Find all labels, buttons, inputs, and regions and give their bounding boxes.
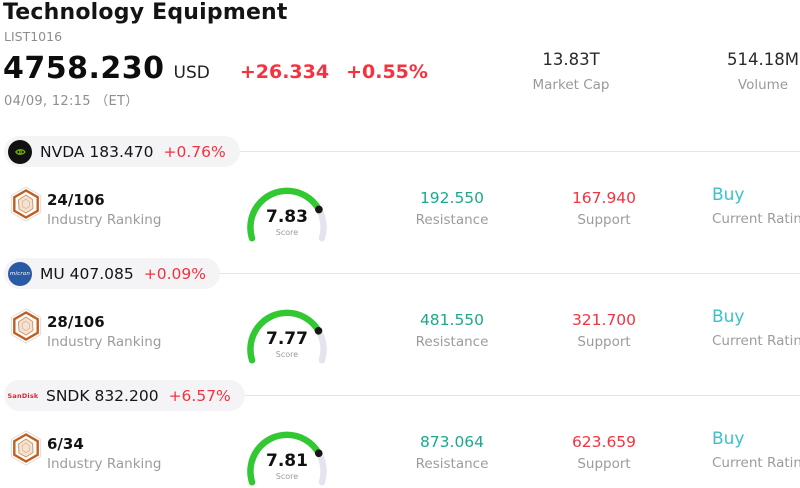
micron-wordmark: micron	[9, 270, 31, 277]
ranking-value: 6/34	[47, 435, 84, 453]
index-change-pct: +0.55%	[346, 61, 428, 83]
score-value: 7.77	[266, 329, 308, 349]
rating-label: Current Rating	[712, 211, 800, 227]
resistance-value: 192.550	[419, 189, 485, 207]
market-cap-label: Market Cap	[532, 77, 610, 93]
market-cap-value: 13.83T	[542, 50, 600, 69]
resistance-block: 481.550 Resistance	[392, 311, 512, 350]
micron-logo-icon: micron	[8, 261, 32, 286]
volume-label: Volume	[737, 77, 789, 93]
support-value: 623.659	[571, 433, 637, 451]
stock-row-header: micron MU 407.085 +0.09%	[4, 258, 800, 289]
ticker-price: SNDK 832.200	[46, 386, 159, 405]
ranking-value: 24/106	[47, 191, 105, 209]
stock-row: micron MU 407.085 +0.09% 28/106 Industry…	[0, 258, 800, 380]
support-label: Support	[577, 456, 631, 472]
currency-label: USD	[173, 63, 210, 83]
resistance-block: 873.064 Resistance	[392, 433, 512, 472]
stat-market-cap: 13.83T Market Cap	[486, 50, 656, 93]
rating-label: Current Rating	[712, 333, 800, 349]
rating-value[interactable]: Buy	[712, 307, 745, 327]
rating-value[interactable]: Buy	[712, 185, 745, 205]
ranking-label: Industry Ranking	[47, 334, 162, 350]
ticker-pill-nvda[interactable]: NVDA 183.470 +0.76%	[4, 136, 240, 167]
support-block: 321.700 Support	[544, 311, 664, 350]
ranking-value: 28/106	[47, 313, 105, 331]
ticker-pill-sndk[interactable]: SanDisk SNDK 832.200 +6.57%	[4, 380, 245, 411]
ticker-change-pct: +0.76%	[163, 142, 226, 161]
sandisk-logo-icon: SanDisk	[7, 384, 39, 408]
ticker-price: MU 407.085	[40, 264, 134, 283]
current-rating-block: Buy Current Rating	[712, 307, 800, 349]
score-gauge: 7.83 Score	[241, 180, 333, 244]
stock-row: NVDA 183.470 +0.76% 24/106 Industry Rank…	[0, 136, 800, 258]
industry-rank-badge-icon	[8, 430, 44, 470]
industry-ranking: 6/34 Industry Ranking	[47, 435, 161, 472]
rating-label: Current Rating	[712, 455, 800, 471]
score-gauge: 7.77 Score	[241, 302, 333, 366]
list-id: LIST1016	[4, 29, 63, 44]
stat-volume: 514.18M Volume	[678, 50, 800, 93]
ticker-pill-mu[interactable]: micron MU 407.085 +0.09%	[4, 258, 220, 289]
index-change-group: +26.334 +0.55%	[240, 61, 428, 83]
rating-value[interactable]: Buy	[712, 429, 745, 449]
support-block: 623.659 Support	[544, 433, 664, 472]
page-title: Technology Equipment	[3, 0, 288, 25]
row-divider	[219, 273, 800, 274]
ranking-label: Industry Ranking	[47, 456, 162, 472]
industry-rank-badge-icon	[8, 186, 44, 226]
volume-value: 514.18M	[727, 50, 799, 69]
resistance-label: Resistance	[415, 456, 489, 472]
current-rating-block: Buy Current Rating	[712, 429, 800, 471]
sandisk-wordmark: SanDisk	[7, 391, 39, 400]
ticker-change-pct: +0.09%	[143, 264, 206, 283]
industry-rank-badge-icon	[8, 308, 44, 348]
index-change: +26.334	[239, 61, 330, 83]
resistance-label: Resistance	[415, 334, 489, 350]
resistance-value: 481.550	[419, 311, 485, 329]
quote-timestamp: 04/09, 12:15 （ET）	[4, 94, 139, 109]
support-label: Support	[577, 212, 631, 228]
resistance-value: 873.064	[419, 433, 485, 451]
ticker-price: NVDA 183.470	[40, 142, 154, 161]
score-value: 7.81	[266, 451, 308, 471]
stock-row: SanDisk SNDK 832.200 +6.57% 6/34 Industr…	[0, 380, 800, 488]
score-label: Score	[275, 228, 299, 237]
industry-ranking: 28/106 Industry Ranking	[47, 313, 161, 350]
support-label: Support	[577, 334, 631, 350]
index-price-row: 4758.230 USD +26.334 +0.55%	[3, 51, 428, 86]
score-value: 7.83	[266, 207, 308, 227]
support-value: 167.940	[571, 189, 637, 207]
ticker-change-pct: +6.57%	[168, 386, 231, 405]
stock-row-header: SanDisk SNDK 832.200 +6.57%	[4, 380, 800, 411]
index-price: 4758.230	[3, 51, 165, 86]
industry-ranking: 24/106 Industry Ranking	[47, 191, 161, 228]
support-block: 167.940 Support	[544, 189, 664, 228]
score-label: Score	[275, 350, 299, 359]
resistance-block: 192.550 Resistance	[392, 189, 512, 228]
row-divider	[239, 151, 800, 152]
resistance-label: Resistance	[415, 212, 489, 228]
score-gauge: 7.81 Score	[241, 424, 333, 488]
ranking-label: Industry Ranking	[47, 212, 162, 228]
current-rating-block: Buy Current Rating	[712, 185, 800, 227]
stock-row-header: NVDA 183.470 +0.76%	[4, 136, 800, 167]
nvidia-logo-icon	[8, 139, 32, 164]
support-value: 321.700	[571, 311, 637, 329]
row-divider	[244, 395, 800, 396]
score-label: Score	[275, 472, 299, 481]
